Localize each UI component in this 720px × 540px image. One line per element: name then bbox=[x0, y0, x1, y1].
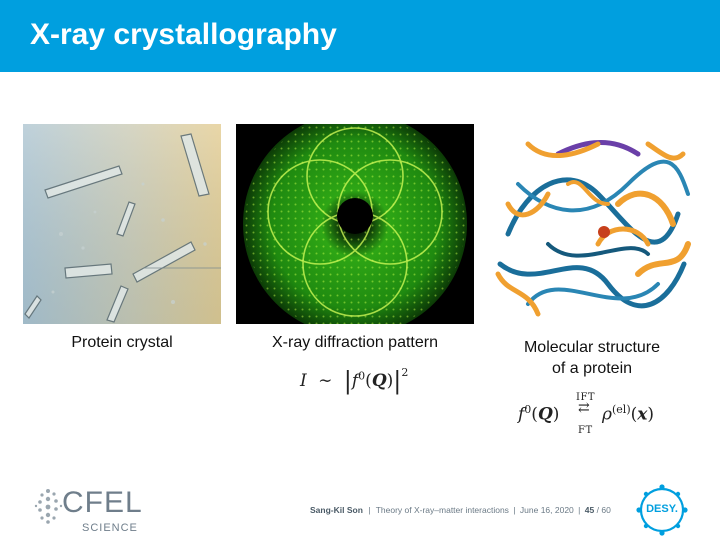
diffraction-pattern-image bbox=[236, 124, 474, 324]
cfel-wordmark: CFEL bbox=[62, 486, 143, 519]
desy-ring-icon bbox=[636, 484, 688, 536]
electron-density-superscript: (el) bbox=[612, 403, 631, 416]
slide-footer: Sang-Kil Son | Theory of X-ray–matter in… bbox=[310, 505, 611, 515]
ft-label: FT bbox=[578, 425, 593, 436]
proportional-symbol: ∼ bbox=[318, 371, 333, 391]
slide-title: X-ray crystallography bbox=[30, 18, 337, 51]
footer-date: June 16, 2020 bbox=[519, 505, 574, 515]
intensity-equation: I ∼ |f0(Q)|2 bbox=[300, 366, 409, 395]
protein-structure-image bbox=[488, 124, 696, 324]
caption-molecular-structure-line2: of a protein bbox=[551, 360, 633, 377]
intensity-symbol: I bbox=[300, 371, 307, 391]
momentum-transfer-symbol: Q bbox=[371, 371, 387, 391]
footer-page-number: 45 bbox=[584, 505, 595, 515]
caption-protein-crystal: Protein crystal bbox=[71, 334, 173, 351]
transform-momentum-symbol: Q bbox=[537, 404, 553, 425]
cfel-dots-icon bbox=[34, 489, 63, 524]
caption-molecular-structure-line1: Molecular structure bbox=[523, 339, 661, 356]
science-wordmark: SCIENCE bbox=[82, 522, 138, 534]
transform-form-factor-symbol: f bbox=[518, 404, 525, 425]
power-exponent: 2 bbox=[401, 366, 409, 379]
transform-form-factor-superscript: 0 bbox=[524, 403, 532, 416]
footer-page-total: 60 bbox=[601, 505, 611, 515]
protein-crystal-image bbox=[23, 124, 221, 324]
slide-header: X-ray crystallography bbox=[0, 0, 720, 72]
form-factor-symbol: f bbox=[351, 371, 359, 391]
position-symbol: x bbox=[637, 404, 648, 425]
caption-molecular-structure: Molecular structure of a protein bbox=[488, 337, 696, 379]
form-factor-superscript: 0 bbox=[358, 369, 366, 383]
caption-diffraction-pattern: X-ray diffraction pattern bbox=[271, 334, 438, 351]
transform-arrows-icon: ⇄ bbox=[578, 400, 590, 416]
cfel-logo: CFEL SCIENCE bbox=[34, 486, 142, 536]
ift-label: IFT bbox=[576, 392, 596, 403]
desy-logo: DESY. bbox=[636, 484, 688, 536]
desy-wordmark: DESY. bbox=[646, 503, 678, 515]
footer-author: Sang-Kil Son bbox=[310, 505, 363, 515]
footer-talk-title: Theory of X-ray–matter interactions bbox=[375, 505, 509, 515]
electron-density-symbol: ρ bbox=[602, 404, 612, 425]
